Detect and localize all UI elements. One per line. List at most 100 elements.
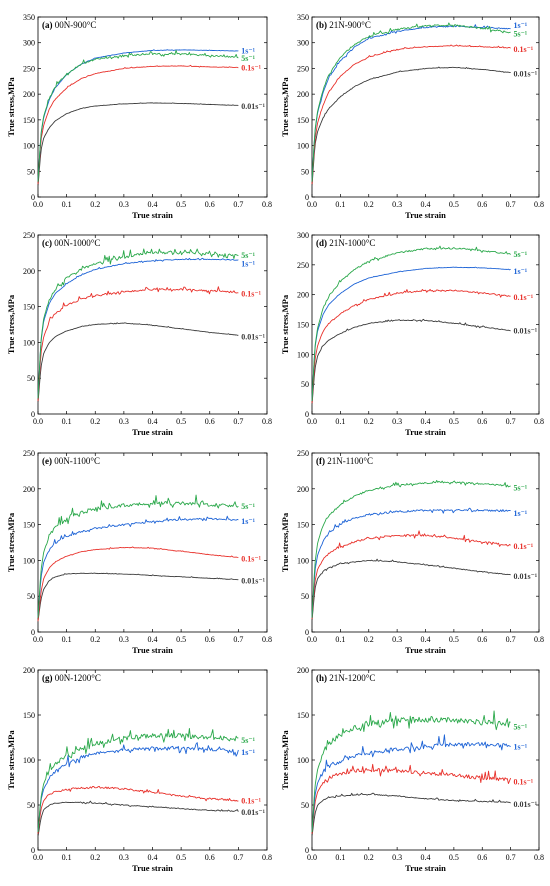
x-axis-label: True strain bbox=[132, 863, 173, 873]
x-tick-label: 0.4 bbox=[421, 200, 431, 209]
x-tick-label: 0.2 bbox=[364, 200, 374, 209]
y-tick-label: 0 bbox=[305, 628, 309, 637]
panel-condition: 00N-900°C bbox=[55, 20, 97, 30]
y-tick-label: 150 bbox=[23, 303, 35, 312]
series-line-1 bbox=[311, 734, 511, 833]
panel-title: (e) 00N-1100°C bbox=[42, 456, 100, 466]
panel-g: 0.0 0.1 0.2 0.3 0.4 0.5 0.6 0.7 0.8 0 50 100 150 200 T… bbox=[6, 666, 272, 873]
x-axis-label: True strain bbox=[132, 427, 173, 437]
series-label-0.1: 0.1s⁻¹ bbox=[513, 45, 533, 54]
y-tick-label: 250 bbox=[23, 64, 35, 73]
y-tick-label: 0 bbox=[305, 846, 309, 855]
y-tick-label: 0 bbox=[31, 846, 35, 855]
x-tick-label: 0.4 bbox=[148, 200, 158, 209]
series-label-0.1: 0.1s⁻¹ bbox=[513, 542, 533, 551]
y-tick-label: 200 bbox=[297, 485, 309, 494]
y-tick-label: 200 bbox=[297, 90, 309, 99]
series-line-0.01 bbox=[37, 800, 239, 837]
x-tick-label: 0.3 bbox=[119, 853, 129, 862]
y-tick-label: 100 bbox=[23, 556, 35, 565]
panel-letter: (h) bbox=[316, 673, 329, 683]
y-tick-label: 200 bbox=[23, 485, 35, 494]
series-line-1 bbox=[37, 257, 239, 399]
panel-condition: 21N-1200°C bbox=[329, 673, 375, 683]
series-label-5: 5s⁻¹ bbox=[241, 502, 255, 511]
x-tick-label: 0.2 bbox=[90, 417, 100, 426]
y-tick-label: 150 bbox=[23, 711, 35, 720]
x-tick-label: 0.3 bbox=[392, 635, 402, 644]
series-label-0.1: 0.1s⁻¹ bbox=[241, 797, 261, 806]
y-tick-label: 50 bbox=[27, 592, 35, 601]
series-label-0.01: 0.01s⁻¹ bbox=[241, 102, 265, 111]
series-label-1: 1s⁻¹ bbox=[513, 509, 527, 518]
x-axis-label: True strain bbox=[132, 645, 173, 655]
y-tick-label: 50 bbox=[301, 167, 309, 176]
panel-letter: (f) bbox=[316, 456, 327, 466]
x-tick-label: 0.0 bbox=[307, 200, 317, 209]
panel-letter: (g) bbox=[42, 673, 55, 683]
x-tick-label: 0.1 bbox=[62, 853, 72, 862]
panel-b: 0.0 0.1 0.2 0.3 0.4 0.5 0.6 0.7 0.8 0 50 100 150 200 2… bbox=[280, 13, 544, 220]
x-tick-label: 0.2 bbox=[90, 853, 100, 862]
x-tick-label: 0.1 bbox=[335, 200, 345, 209]
x-tick-label: 0.7 bbox=[233, 853, 243, 862]
series-label-1: 1s⁻¹ bbox=[513, 21, 527, 30]
y-tick-label: 350 bbox=[297, 13, 309, 22]
panel-condition: 21N-1000°C bbox=[329, 238, 375, 248]
series-label-5: 5s⁻¹ bbox=[513, 483, 527, 492]
y-tick-label: 250 bbox=[297, 261, 309, 270]
x-tick-label: 0.6 bbox=[477, 417, 487, 426]
x-tick-label: 0.6 bbox=[205, 200, 215, 209]
panel-letter: (a) bbox=[42, 20, 55, 30]
x-tick-label: 0.0 bbox=[33, 635, 43, 644]
x-tick-label: 0.7 bbox=[506, 635, 516, 644]
x-tick-label: 0.3 bbox=[119, 200, 129, 209]
x-axis-label: True strain bbox=[405, 210, 446, 220]
plot-frame bbox=[311, 16, 540, 198]
x-tick-label: 0.4 bbox=[421, 853, 431, 862]
panel-condition: 00N-1000°C bbox=[54, 238, 100, 248]
series-line-0.01 bbox=[37, 572, 239, 622]
x-tick-label: 0.5 bbox=[449, 853, 459, 862]
series-line-5 bbox=[37, 248, 239, 399]
y-axis-label: True stress,MPa bbox=[280, 512, 290, 572]
x-tick-label: 0.7 bbox=[233, 635, 243, 644]
series-line-0.01 bbox=[37, 322, 239, 404]
x-tick-label: 0.1 bbox=[62, 200, 72, 209]
x-tick-label: 0.2 bbox=[364, 853, 374, 862]
series-line-0.1 bbox=[37, 785, 239, 834]
x-tick-label: 0.5 bbox=[449, 200, 459, 209]
plot-frame bbox=[37, 16, 268, 198]
x-tick-label: 0.8 bbox=[262, 853, 272, 862]
plot-frame bbox=[311, 669, 540, 851]
x-tick-label: 0.8 bbox=[534, 417, 544, 426]
series-line-0.1 bbox=[311, 44, 511, 185]
series-line-0.01 bbox=[311, 318, 511, 406]
panel-d: 0.0 0.1 0.2 0.3 0.4 0.5 0.6 0.7 0.8 0 50 100 150 200 2… bbox=[280, 231, 544, 437]
series-line-1 bbox=[37, 515, 239, 618]
series-line-0.1 bbox=[311, 530, 511, 620]
series-line-1 bbox=[311, 266, 511, 401]
x-tick-label: 0.0 bbox=[33, 417, 43, 426]
x-axis-label: True strain bbox=[405, 427, 446, 437]
series-label-0.01: 0.01s⁻¹ bbox=[513, 326, 537, 335]
panel-condition: 00N-1200°C bbox=[55, 673, 101, 683]
y-axis-label: True stress,MPa bbox=[280, 730, 290, 790]
x-tick-label: 0.2 bbox=[90, 200, 100, 209]
y-tick-label: 50 bbox=[301, 801, 309, 810]
series-label-0.01: 0.01s⁻¹ bbox=[241, 808, 265, 817]
x-tick-label: 0.6 bbox=[477, 635, 487, 644]
y-tick-label: 200 bbox=[23, 267, 35, 276]
series-label-1: 1s⁻¹ bbox=[513, 267, 527, 276]
y-tick-label: 0 bbox=[31, 410, 35, 419]
x-tick-label: 0.5 bbox=[176, 635, 186, 644]
series-label-0.01: 0.01s⁻¹ bbox=[513, 70, 537, 79]
y-axis-label: True stress,MPa bbox=[280, 77, 290, 137]
x-tick-label: 0.0 bbox=[307, 635, 317, 644]
y-tick-label: 0 bbox=[31, 193, 35, 202]
series-label-5: 5s⁻¹ bbox=[241, 251, 255, 260]
y-tick-label: 50 bbox=[27, 374, 35, 383]
x-tick-label: 0.8 bbox=[262, 417, 272, 426]
